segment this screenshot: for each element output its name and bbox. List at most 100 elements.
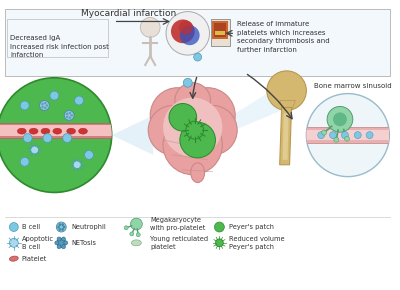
Text: NETosis: NETosis xyxy=(71,240,96,246)
Circle shape xyxy=(163,97,222,157)
Text: Reduced volume
Peyer's patch: Reduced volume Peyer's patch xyxy=(229,236,285,250)
Ellipse shape xyxy=(78,128,88,134)
Circle shape xyxy=(9,223,18,231)
Circle shape xyxy=(136,233,140,237)
Polygon shape xyxy=(280,101,296,110)
Circle shape xyxy=(61,223,64,226)
Circle shape xyxy=(140,17,160,37)
Ellipse shape xyxy=(191,163,204,182)
Polygon shape xyxy=(112,115,153,155)
Polygon shape xyxy=(232,88,282,130)
Circle shape xyxy=(169,104,197,131)
Circle shape xyxy=(50,91,59,100)
FancyBboxPatch shape xyxy=(7,19,108,57)
Ellipse shape xyxy=(41,128,50,134)
Circle shape xyxy=(31,146,38,154)
Text: Platelet: Platelet xyxy=(22,256,47,262)
Circle shape xyxy=(130,218,142,230)
Circle shape xyxy=(333,113,347,126)
Circle shape xyxy=(58,228,61,231)
Ellipse shape xyxy=(132,240,141,246)
Circle shape xyxy=(327,106,353,132)
Circle shape xyxy=(23,134,32,142)
Circle shape xyxy=(124,226,128,230)
Circle shape xyxy=(155,88,230,163)
Circle shape xyxy=(64,110,74,120)
Circle shape xyxy=(66,116,68,118)
Circle shape xyxy=(63,226,66,229)
Text: Apoptotic
B cell: Apoptotic B cell xyxy=(22,236,54,250)
Circle shape xyxy=(183,78,192,87)
Ellipse shape xyxy=(17,128,26,134)
Circle shape xyxy=(334,137,339,142)
Circle shape xyxy=(61,228,64,231)
Polygon shape xyxy=(216,31,225,35)
Circle shape xyxy=(62,237,66,241)
Circle shape xyxy=(55,241,59,245)
Circle shape xyxy=(318,132,325,139)
Text: Bone marrow sinusoid: Bone marrow sinusoid xyxy=(314,83,392,89)
Circle shape xyxy=(366,132,373,139)
Polygon shape xyxy=(0,125,112,136)
Circle shape xyxy=(41,103,44,105)
Polygon shape xyxy=(280,108,292,165)
Circle shape xyxy=(66,113,68,115)
Polygon shape xyxy=(306,130,389,140)
Text: Decreased IgA
Increased risk infection post
infarction: Decreased IgA Increased risk infection p… xyxy=(10,35,109,58)
Ellipse shape xyxy=(67,128,76,134)
Circle shape xyxy=(57,238,66,247)
Circle shape xyxy=(73,161,81,169)
Text: Peyer's patch: Peyer's patch xyxy=(229,224,274,230)
Circle shape xyxy=(322,130,326,135)
Ellipse shape xyxy=(53,128,62,134)
Circle shape xyxy=(216,239,223,247)
Circle shape xyxy=(166,12,210,55)
Text: Neutrophil: Neutrophil xyxy=(71,224,106,230)
Text: Young reticulated
platelet: Young reticulated platelet xyxy=(150,236,208,250)
Circle shape xyxy=(57,237,61,241)
Text: B cell: B cell xyxy=(22,224,40,230)
Circle shape xyxy=(20,157,29,166)
Circle shape xyxy=(188,106,237,155)
Circle shape xyxy=(171,19,195,43)
Polygon shape xyxy=(0,123,112,138)
Polygon shape xyxy=(214,23,226,37)
Circle shape xyxy=(84,151,93,159)
Circle shape xyxy=(70,114,73,117)
Circle shape xyxy=(267,71,306,110)
Circle shape xyxy=(41,106,44,108)
Circle shape xyxy=(44,102,46,104)
Circle shape xyxy=(306,94,389,177)
Circle shape xyxy=(148,106,198,155)
Text: Release of immature
platelets which increases
secondary thrombosis and
further i: Release of immature platelets which incr… xyxy=(237,21,330,53)
Circle shape xyxy=(69,117,71,119)
Circle shape xyxy=(57,245,61,249)
Circle shape xyxy=(75,96,84,105)
Ellipse shape xyxy=(29,128,38,134)
Circle shape xyxy=(56,222,66,232)
Circle shape xyxy=(186,121,204,139)
Circle shape xyxy=(344,136,350,141)
Circle shape xyxy=(46,104,48,107)
FancyBboxPatch shape xyxy=(211,19,230,46)
Circle shape xyxy=(180,122,216,158)
Circle shape xyxy=(64,241,68,245)
Ellipse shape xyxy=(10,256,18,261)
Circle shape xyxy=(44,107,46,109)
FancyBboxPatch shape xyxy=(5,9,390,76)
Polygon shape xyxy=(306,127,389,143)
Circle shape xyxy=(163,115,222,175)
Circle shape xyxy=(330,132,336,139)
Circle shape xyxy=(130,232,134,236)
Text: Myocardial infarction: Myocardial infarction xyxy=(81,9,176,18)
Circle shape xyxy=(354,132,361,139)
Circle shape xyxy=(180,88,235,143)
Circle shape xyxy=(62,245,66,249)
Circle shape xyxy=(69,112,71,114)
Circle shape xyxy=(0,78,112,193)
Circle shape xyxy=(20,101,29,110)
Circle shape xyxy=(180,26,200,45)
Circle shape xyxy=(179,21,193,34)
Circle shape xyxy=(175,83,210,118)
Circle shape xyxy=(194,53,202,61)
